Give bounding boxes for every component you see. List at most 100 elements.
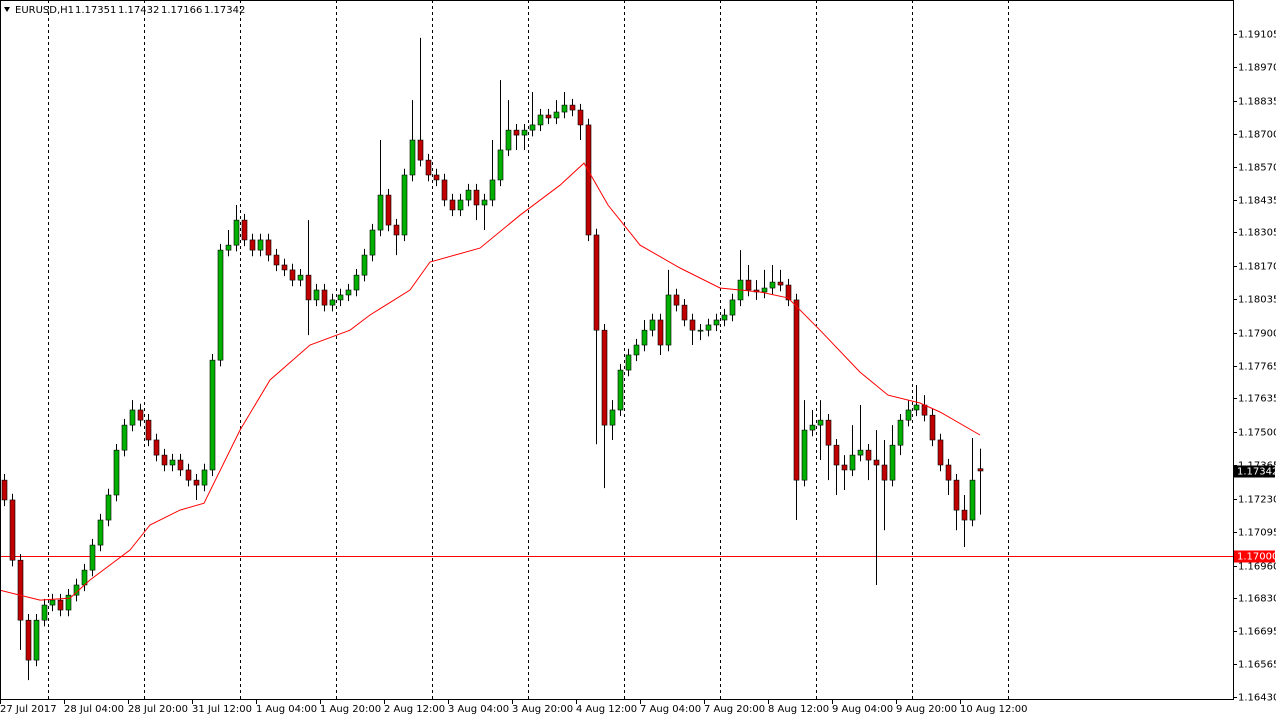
candle-body <box>537 114 544 126</box>
candle-body <box>281 264 288 271</box>
y-tick-label: 1.17900 <box>1238 329 1276 340</box>
candle-body <box>489 179 496 201</box>
level-tag-label: 1.17000 <box>1237 552 1276 563</box>
candle-body <box>577 109 584 126</box>
candle-body <box>545 114 552 119</box>
candle-body <box>49 599 56 606</box>
candle-body <box>321 289 328 306</box>
candle-body <box>425 159 432 176</box>
price-tag <box>1234 465 1275 478</box>
candle-body <box>353 274 360 291</box>
candle-body <box>417 139 424 161</box>
candle-body <box>513 129 520 136</box>
candle-body <box>801 429 808 481</box>
y-tick-label: 1.17500 <box>1238 428 1276 439</box>
candle-body <box>153 439 160 456</box>
candle-body <box>241 219 248 241</box>
candle-body <box>857 449 864 456</box>
candle-body <box>633 344 640 356</box>
y-tick-label: 1.18170 <box>1238 262 1276 273</box>
header-close: 1.17342 <box>204 5 245 16</box>
x-tick-label: 9 Aug 20:00 <box>896 704 957 715</box>
y-tick-label: 1.18700 <box>1238 130 1276 141</box>
candle-body <box>777 281 784 286</box>
candle-body <box>193 479 200 486</box>
candle-body <box>329 299 336 306</box>
candle-body <box>721 314 728 321</box>
level-tag <box>1234 550 1275 563</box>
y-tick-label: 1.16565 <box>1238 660 1276 671</box>
candle-body <box>201 469 208 486</box>
candle-body <box>313 289 320 301</box>
candle-body <box>865 449 872 461</box>
candle-body <box>121 424 128 451</box>
y-tick-label: 1.18035 <box>1238 295 1276 306</box>
x-tick-label: 8 Aug 12:00 <box>768 704 829 715</box>
x-tick-label: 2 Aug 12:00 <box>384 704 445 715</box>
candle-body <box>977 468 984 472</box>
candle-body <box>385 194 392 226</box>
y-tick-label: 1.17765 <box>1238 362 1276 373</box>
y-tick-label: 1.17635 <box>1238 394 1276 405</box>
candle-body <box>449 199 456 211</box>
menu-arrow[interactable] <box>4 7 10 12</box>
candle-body <box>57 599 64 611</box>
candle-body <box>337 294 344 301</box>
candle-body <box>177 459 184 471</box>
x-tick-label: 7 Aug 04:00 <box>640 704 701 715</box>
candle-body <box>129 409 136 426</box>
candle-body <box>809 424 816 431</box>
x-tick-label: 7 Aug 20:00 <box>704 704 765 715</box>
candle-body <box>273 254 280 266</box>
candle-body <box>289 269 296 281</box>
x-tick-label: 3 Aug 20:00 <box>512 704 573 715</box>
header-low: 1.17166 <box>161 5 202 16</box>
candle-body <box>505 129 512 151</box>
candle-body <box>41 604 48 621</box>
candle-body <box>145 419 152 441</box>
y-tick-label: 1.19105 <box>1238 30 1276 41</box>
candle-body <box>25 619 32 661</box>
candle-body <box>673 294 680 306</box>
candle-body <box>841 464 848 471</box>
candle-body <box>457 199 464 211</box>
y-tick-label: 1.18305 <box>1238 228 1276 239</box>
candle-body <box>113 449 120 496</box>
y-tick-label: 1.16960 <box>1238 562 1276 573</box>
candle-body <box>689 319 696 331</box>
y-tick-label: 1.18835 <box>1238 97 1276 108</box>
candles <box>0 37 1233 681</box>
candle-body <box>969 479 976 521</box>
candle-body <box>361 254 368 276</box>
candle-body <box>745 279 752 291</box>
candle-body <box>897 419 904 446</box>
candle-body <box>305 274 312 301</box>
candle-body <box>961 509 968 521</box>
candle-body <box>433 174 440 181</box>
y-tick-label: 1.18435 <box>1238 196 1276 207</box>
candle-body <box>217 249 224 361</box>
header-open: 1.17351 <box>75 5 116 16</box>
candle-body <box>409 139 416 176</box>
candle-body <box>873 459 880 466</box>
candle-body <box>713 319 720 326</box>
candle-body <box>849 454 856 471</box>
candle-body <box>817 419 824 426</box>
candle-body <box>945 464 952 481</box>
y-tick-label: 1.17230 <box>1238 495 1276 506</box>
x-tick-label: 31 Jul 12:00 <box>192 704 252 715</box>
candle-body <box>249 239 256 251</box>
candle-body <box>521 129 528 136</box>
candle-body <box>65 594 72 611</box>
plot-frame <box>0 0 1234 700</box>
candle-body <box>585 124 592 236</box>
x-tick-label: 28 Jul 20:00 <box>128 704 188 715</box>
candle-body <box>937 439 944 466</box>
candle-body <box>529 124 536 131</box>
symbol: EURUSD,H1 <box>15 5 74 16</box>
candle-body <box>17 559 24 621</box>
candle-body <box>609 409 616 426</box>
candle-body <box>825 419 832 446</box>
